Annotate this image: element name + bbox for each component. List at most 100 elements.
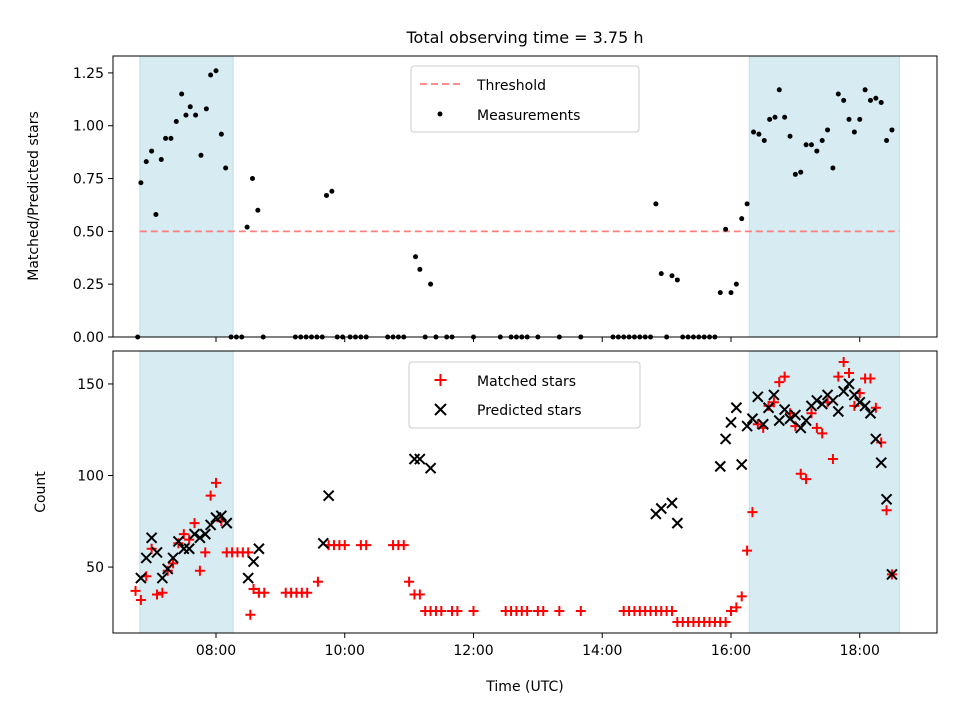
data-point-0-90: [772, 114, 778, 120]
data-point-1-18: [247, 555, 260, 568]
legend-threshold-label: Threshold: [476, 78, 546, 94]
data-point-1-4: [156, 572, 169, 584]
y-tick-label: 1.00: [73, 119, 104, 135]
data-point-0-25: [245, 609, 256, 620]
data-point-0-68: [653, 201, 659, 207]
data-point-0-44: [413, 254, 419, 260]
data-point-1-32: [730, 402, 743, 414]
data-point-0-22: [244, 224, 250, 230]
legend-measurements-swatch: [437, 111, 443, 117]
data-point-0-37: [361, 540, 372, 551]
data-point-1-47: [811, 394, 823, 407]
data-point-0-102: [835, 91, 841, 97]
data-point-1-17: [242, 572, 254, 584]
data-point-1-50: [827, 394, 839, 407]
data-point-0-107: [870, 402, 881, 413]
bottom-legend-box: [408, 361, 641, 429]
data-point-0-24: [255, 207, 261, 213]
data-point-0-5: [158, 157, 164, 163]
data-point-0-84: [747, 507, 758, 518]
data-point-1-38: [762, 402, 775, 414]
data-point-0-82: [736, 591, 747, 602]
data-point-0-72: [674, 277, 680, 283]
data-point-1-29: [714, 460, 726, 473]
data-point-0-83: [742, 545, 753, 556]
data-point-0-102: [844, 367, 855, 378]
data-point-1-36: [752, 391, 764, 403]
top-panel: 0.00 0.25 0.50 0.75 1.00 1.25 Total observing…: [26, 28, 938, 346]
legend-matched-swatch: [434, 374, 447, 386]
data-point-0-22: [248, 584, 259, 595]
data-point-0-99: [819, 138, 825, 144]
data-point-0-18: [223, 165, 229, 171]
data-point-1-19: [253, 543, 265, 555]
data-point-0-96: [803, 142, 809, 148]
data-point-1-60: [880, 493, 893, 506]
data-point-0-55: [522, 606, 533, 617]
top-legend-box: [410, 65, 640, 133]
data-point-0-49: [452, 606, 463, 617]
data-point-0-5: [157, 587, 168, 598]
data-point-0-105: [851, 129, 857, 135]
data-point-0-108: [867, 97, 873, 103]
top-legend: Threshold Measurements: [410, 65, 640, 133]
data-point-0-21: [243, 547, 254, 558]
data-point-1-52: [837, 385, 850, 397]
data-point-1-37: [757, 418, 769, 430]
data-point-0-6: [163, 135, 169, 141]
data-point-0-12: [193, 112, 199, 118]
data-point-0-33: [329, 188, 335, 194]
data-point-0-11: [187, 104, 193, 110]
data-point-0-87: [756, 131, 762, 137]
data-point-0-41: [404, 576, 415, 587]
data-point-0-17: [218, 131, 224, 137]
data-point-0-23: [249, 176, 255, 182]
data-point-0-110: [878, 99, 884, 105]
data-point-0-98: [814, 148, 820, 154]
data-point-0-89: [774, 377, 785, 388]
top-x-ticks: [215, 337, 861, 342]
data-point-0-14: [203, 106, 209, 112]
data-point-0-14: [205, 490, 216, 501]
data-point-1-7: [172, 535, 185, 548]
data-point-1-57: [864, 407, 877, 419]
data-point-0-96: [811, 422, 822, 433]
data-point-0-15: [211, 477, 221, 488]
data-point-1-3: [151, 546, 163, 559]
data-point-0-88: [768, 397, 779, 408]
data-point-0-100: [833, 371, 844, 382]
y-tick-label: 150: [77, 377, 104, 393]
data-point-0-30: [302, 587, 313, 598]
data-point-0-87: [763, 400, 774, 411]
data-point-0-2: [143, 159, 149, 165]
data-point-0-97: [808, 142, 814, 148]
data-point-0-1: [138, 180, 144, 186]
data-point-0-85: [752, 419, 763, 430]
x-tick-label: 18:00: [840, 643, 880, 659]
data-point-0-109: [873, 95, 879, 101]
y-tick-label: 1.25: [73, 66, 104, 82]
data-point-0-7: [168, 558, 179, 569]
bottom-legend: Matched stars Predicted stars: [408, 361, 641, 429]
data-point-0-112: [889, 127, 895, 133]
legend-predicted-swatch: [434, 403, 447, 416]
x-tick-label: 08:00: [196, 643, 236, 659]
data-point-1-35: [746, 413, 759, 425]
data-point-1-30: [719, 433, 732, 445]
bottom-x-ticks: 08:00 10:00 12:00 14:00 16:00 18:00: [196, 633, 880, 659]
data-point-0-94: [801, 474, 812, 485]
data-point-1-61: [886, 568, 898, 581]
data-point-0-69: [666, 606, 677, 617]
data-point-0-58: [554, 606, 565, 617]
data-point-0-47: [428, 281, 434, 287]
data-point-0-11: [189, 518, 200, 529]
data-point-1-12: [199, 528, 211, 540]
data-point-1-23: [414, 453, 426, 465]
data-point-1-39: [768, 389, 780, 401]
data-point-0-32: [324, 192, 330, 198]
data-point-1-13: [204, 519, 217, 531]
shaded-region-0: [139, 55, 234, 338]
data-point-0-101: [830, 165, 836, 171]
data-point-0-24: [259, 587, 270, 598]
